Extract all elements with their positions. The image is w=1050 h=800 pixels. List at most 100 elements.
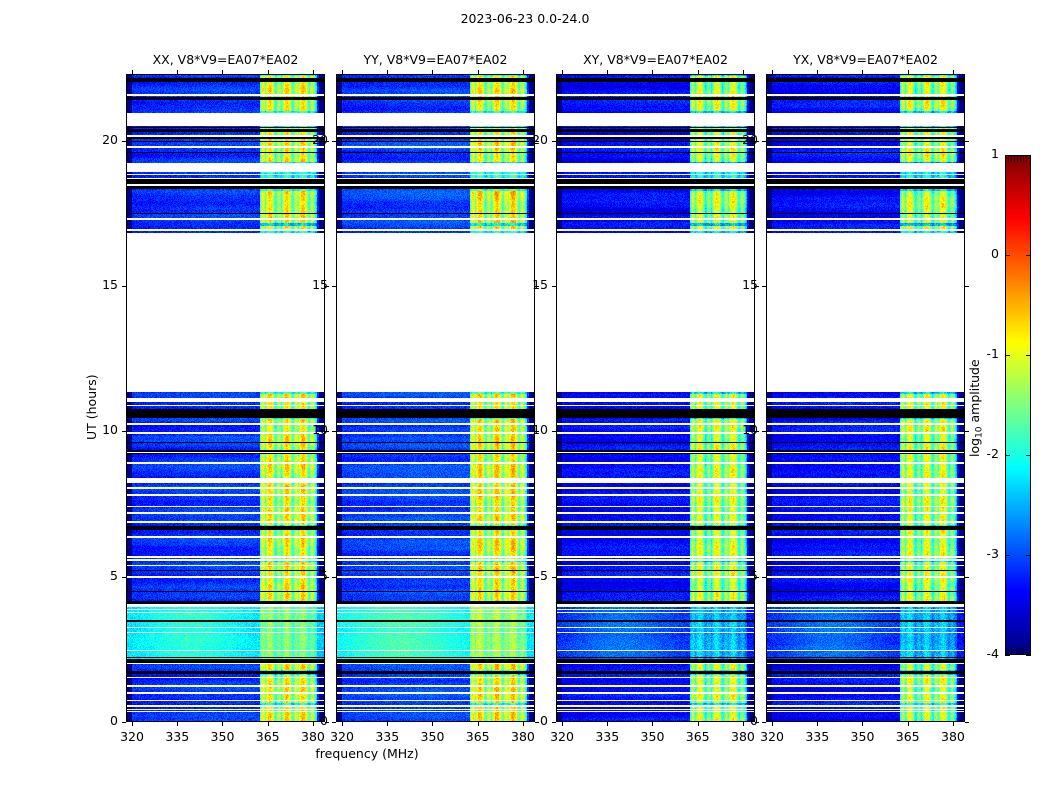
x-tick-label: 335: [375, 729, 400, 744]
y-tick-label: 10: [742, 422, 758, 438]
waterfall-image-yy: [337, 75, 534, 721]
y-tick-label: 20: [532, 131, 548, 147]
spectrum-panel-xx[interactable]: [126, 74, 325, 722]
y-tick-label: 5: [750, 567, 758, 583]
x-tick-mark: [562, 70, 563, 74]
y-tick-label: 10: [532, 422, 548, 438]
x-tick-label: 335: [805, 729, 830, 744]
y-tick-mark: [762, 431, 766, 432]
x-tick-mark: [478, 70, 479, 74]
x-tick-mark: [132, 722, 133, 726]
x-tick-label: 320: [330, 729, 354, 744]
y-tick-label: 10: [102, 422, 118, 438]
x-axis-label: frequency (MHz): [315, 746, 419, 761]
colorbar-tick-mark: [1005, 455, 1010, 456]
x-tick-mark: [132, 70, 133, 74]
y-tick-label: 5: [540, 567, 548, 583]
panel-title-yy: YY, V8*V9=EA07*EA02: [363, 52, 508, 67]
panel-title-yx: YX, V8*V9=EA07*EA02: [793, 52, 938, 67]
y-tick-mark: [535, 431, 539, 432]
x-tick-mark: [652, 70, 653, 74]
y-tick-mark: [122, 577, 126, 578]
colorbar-tick-mark: [1005, 155, 1010, 156]
y-tick-mark: [965, 431, 969, 432]
x-tick-label: 320: [550, 729, 574, 744]
x-tick-mark: [652, 722, 653, 726]
y-tick-mark: [122, 141, 126, 142]
x-tick-label: 380: [731, 729, 755, 744]
y-tick-mark: [325, 286, 329, 287]
x-tick-mark: [478, 722, 479, 726]
y-tick-mark: [535, 722, 539, 723]
y-tick-mark: [122, 722, 126, 723]
x-tick-label: 335: [165, 729, 190, 744]
waterfall-image-xx: [127, 75, 324, 721]
x-tick-mark: [342, 70, 343, 74]
y-tick-mark: [325, 722, 329, 723]
colorbar-tick-label: 0: [991, 246, 999, 261]
x-tick-mark: [817, 70, 818, 74]
y-tick-mark: [332, 286, 336, 287]
y-tick-mark: [332, 431, 336, 432]
x-tick-mark: [817, 722, 818, 726]
y-tick-mark: [552, 431, 556, 432]
y-tick-mark: [965, 577, 969, 578]
y-tick-mark: [552, 577, 556, 578]
colorbar-tick-label: -3: [986, 546, 999, 561]
y-tick-mark: [552, 141, 556, 142]
y-tick-label: 0: [750, 713, 758, 728]
y-tick-mark: [762, 577, 766, 578]
colorbar-tick-mark: [1005, 555, 1010, 556]
y-tick-label: 10: [312, 422, 328, 438]
x-tick-mark: [268, 70, 269, 74]
y-tick-mark: [535, 286, 539, 287]
y-tick-mark: [755, 431, 759, 432]
x-tick-mark: [523, 70, 524, 74]
x-tick-label: 380: [941, 729, 965, 744]
x-tick-mark: [743, 70, 744, 74]
x-tick-mark: [862, 722, 863, 726]
y-tick-mark: [332, 722, 336, 723]
waterfall-image-xy: [557, 75, 754, 721]
panel-title-xy: XY, V8*V9=EA07*EA02: [583, 52, 728, 67]
y-tick-label: 15: [742, 277, 758, 293]
y-tick-mark: [965, 722, 969, 723]
colorbar-tick-label: 1: [991, 146, 999, 161]
y-tick-mark: [755, 286, 759, 287]
colorbar-tick-mark: [1005, 255, 1010, 256]
spectrum-panel-yx[interactable]: [766, 74, 965, 722]
panel-title-xx: XX, V8*V9=EA07*EA02: [152, 52, 299, 67]
x-tick-mark: [862, 70, 863, 74]
colorbar-tick-label: -1: [986, 346, 999, 361]
spectrum-panel-yy[interactable]: [336, 74, 535, 722]
y-tick-mark: [325, 141, 329, 142]
x-tick-mark: [177, 70, 178, 74]
x-tick-mark: [908, 70, 909, 74]
y-tick-label: 20: [312, 131, 328, 147]
x-tick-label: 380: [511, 729, 535, 744]
y-tick-mark: [332, 141, 336, 142]
y-tick-mark: [755, 141, 759, 142]
colorbar-label: log10 amplitude: [967, 359, 985, 457]
x-tick-mark: [313, 70, 314, 74]
waterfall-image-yx: [767, 75, 964, 721]
y-tick-mark: [762, 722, 766, 723]
x-tick-mark: [772, 722, 773, 726]
y-tick-mark: [552, 286, 556, 287]
x-tick-mark: [908, 722, 909, 726]
y-tick-label: 0: [540, 713, 548, 728]
spectrum-panel-xy[interactable]: [556, 74, 755, 722]
y-tick-mark: [965, 141, 969, 142]
y-tick-mark: [755, 577, 759, 578]
x-tick-label: 365: [685, 729, 710, 744]
colorbar-tick-mark: [1026, 255, 1031, 256]
figure-suptitle: 2023-06-23 0.0-24.0: [460, 11, 590, 26]
x-tick-label: 365: [895, 729, 920, 744]
colorbar-gradient[interactable]: [1005, 155, 1031, 655]
x-tick-label: 335: [595, 729, 620, 744]
x-tick-mark: [698, 70, 699, 74]
colorbar-tick-label: -4: [986, 646, 999, 661]
x-tick-mark: [953, 722, 954, 726]
